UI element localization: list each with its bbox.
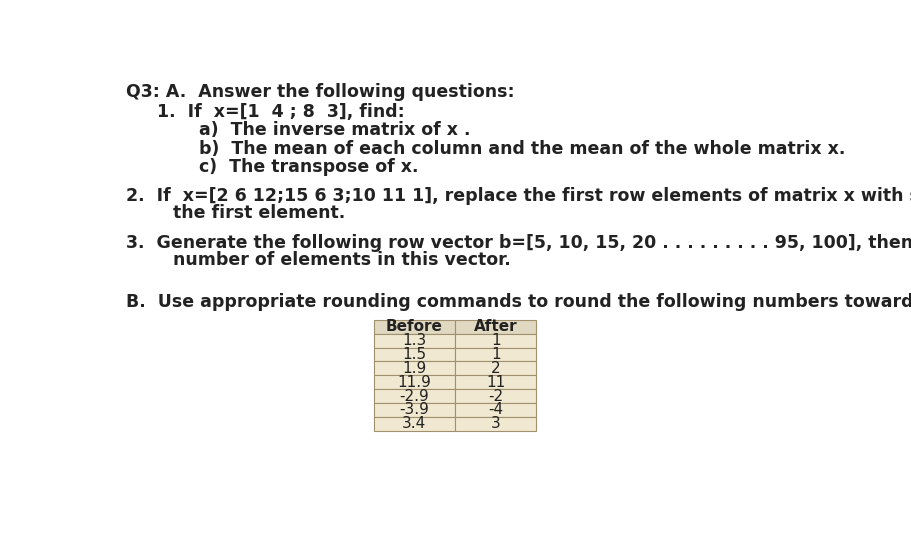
Text: 3: 3 [490, 416, 500, 431]
Text: b)  The mean of each column and the mean of the whole matrix x.: b) The mean of each column and the mean … [199, 140, 844, 158]
Text: c)  The transpose of x.: c) The transpose of x. [199, 158, 418, 176]
Text: 1: 1 [490, 333, 500, 348]
Bar [455, 417, 536, 431]
Text: number of elements in this vector.: number of elements in this vector. [143, 250, 511, 269]
Text: 1: 1 [490, 347, 500, 362]
Text: Before: Before [385, 319, 442, 334]
Text: 1.5: 1.5 [402, 347, 426, 362]
Bar [455, 389, 536, 403]
Bar [374, 403, 455, 417]
Bar [455, 334, 536, 347]
Bar [374, 375, 455, 389]
Text: B.  Use appropriate rounding commands to round the following numbers towards int: B. Use appropriate rounding commands to … [126, 293, 911, 311]
Text: 1.  If  x=[1  4 ; 8  3], find:: 1. If x=[1 4 ; 8 3], find: [157, 102, 404, 121]
Bar [374, 347, 455, 362]
Text: -2: -2 [487, 389, 503, 403]
Text: 1.3: 1.3 [402, 333, 426, 348]
Text: 11: 11 [486, 375, 505, 390]
Text: 1.9: 1.9 [402, 361, 426, 376]
Bar [455, 362, 536, 375]
Text: Q3: A.  Answer the following questions:: Q3: A. Answer the following questions: [126, 83, 514, 101]
Text: 11.9: 11.9 [397, 375, 431, 390]
Bar [455, 375, 536, 389]
Text: the first element.: the first element. [143, 204, 345, 222]
Text: 3.4: 3.4 [402, 416, 426, 431]
Text: -4: -4 [487, 402, 503, 418]
Bar [374, 417, 455, 431]
Text: -2.9: -2.9 [399, 389, 429, 403]
Bar [374, 320, 455, 334]
Text: -3.9: -3.9 [399, 402, 429, 418]
Bar [374, 362, 455, 375]
Bar [455, 403, 536, 417]
Bar [374, 334, 455, 347]
Text: 3.  Generate the following row vector b=[5, 10, 15, 20 . . . . . . . . . 95, 100: 3. Generate the following row vector b=[… [126, 233, 911, 252]
Text: a)  The inverse matrix of x .: a) The inverse matrix of x . [199, 121, 470, 139]
Text: 2: 2 [490, 361, 500, 376]
Bar [455, 320, 536, 334]
Bar [455, 347, 536, 362]
Text: After: After [474, 319, 517, 334]
Text: 2.  If  x=[2 6 12;15 6 3;10 11 1], replace the first row elements of matrix x wi: 2. If x=[2 6 12;15 6 3;10 11 1], replace… [126, 187, 911, 206]
Bar [374, 389, 455, 403]
